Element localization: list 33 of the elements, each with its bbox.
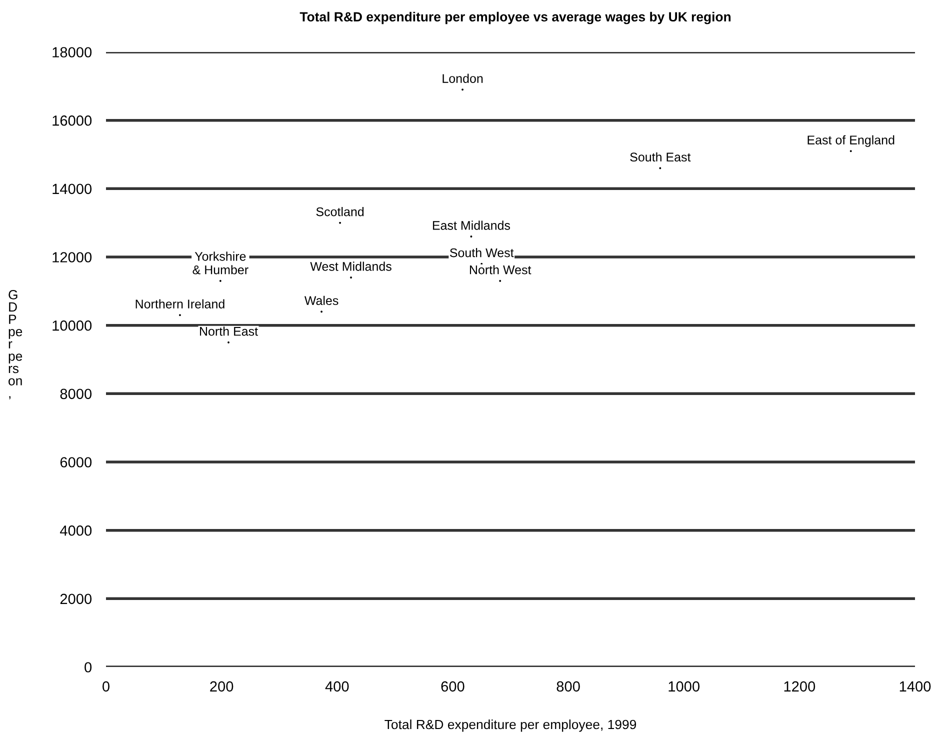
annotation: Northern Ireland — [136, 299, 224, 308]
x-tick-label: 1400 — [900, 681, 931, 692]
annotation: London — [442, 74, 483, 83]
y-tick-label: 10000 — [52, 320, 92, 331]
y-tick-label: 8000 — [60, 388, 92, 400]
y-tick-label: 16000 — [52, 115, 92, 126]
annotation: Scotland — [316, 207, 364, 216]
annotation: East Midlands — [432, 220, 510, 230]
text: GDP per person, — [8, 290, 22, 400]
y-tick-label: 4000 — [60, 525, 92, 536]
x-tick-label: 1000 — [668, 681, 700, 692]
y-tick-label: 12000 — [52, 252, 92, 262]
y-tick-label: 6000 — [60, 457, 92, 468]
annotation: North East — [200, 326, 258, 336]
y-tick-label: 2000 — [60, 594, 92, 604]
x-tick-label: 800 — [556, 681, 580, 692]
x-tick-label: 0 — [102, 681, 110, 692]
x-tick-label: 600 — [441, 681, 464, 692]
annotation: Wales — [304, 296, 338, 306]
x-tick-label: 400 — [325, 681, 349, 692]
annotation: West Midlands — [310, 262, 392, 271]
annotation: East of England — [808, 135, 894, 147]
chart-title: Total R&D expenditure per employee vs average wages by UK region — [300, 12, 731, 24]
x-tick-label: 200 — [210, 681, 234, 692]
annotation: Yorkshire & Humber — [192, 252, 248, 274]
annotation: North West — [470, 265, 532, 274]
y-tick-label: 18000 — [52, 47, 92, 58]
y-tick-label: 14000 — [52, 184, 92, 194]
x-axis-title: Total R&D expenditure per employee, 1999 — [384, 719, 636, 732]
y-tick-label: 0 — [84, 662, 92, 672]
x-tick-label: 1200 — [784, 681, 816, 692]
annotation: South West — [450, 248, 514, 258]
annotation: South East — [630, 152, 691, 162]
